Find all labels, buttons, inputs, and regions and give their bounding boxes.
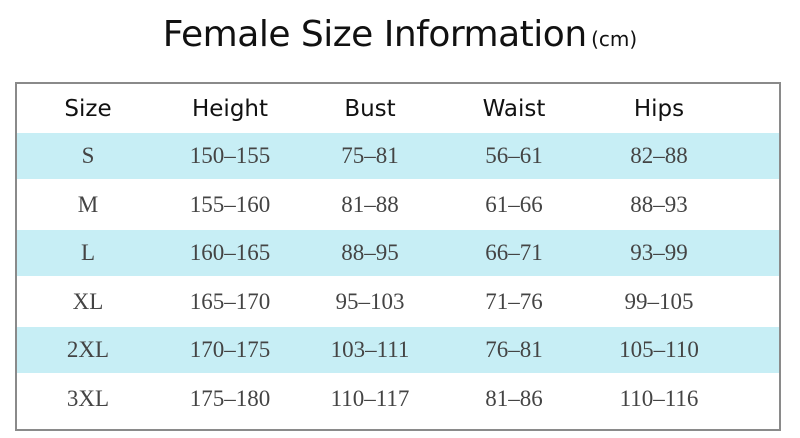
cell: 82–88: [630, 143, 688, 168]
cell: 75–81: [341, 143, 399, 168]
data-row: S 150–155 75–81 56–61 82–88: [17, 133, 779, 179]
cell: 110–117: [330, 385, 410, 411]
cell: 93–99: [630, 240, 688, 265]
cell: Waist: [482, 96, 546, 122]
cell: 88–93: [630, 191, 688, 217]
cell: 88–95: [341, 240, 399, 265]
cell: 155–160: [189, 191, 271, 217]
cell: S: [81, 143, 95, 168]
cell: M: [77, 191, 99, 217]
cell: Bust: [344, 96, 396, 122]
cell: 103–111: [330, 337, 410, 362]
cell: XL: [72, 288, 104, 314]
title-block: Female Size Information (cm): [0, 14, 800, 55]
cell: 95–103: [335, 288, 405, 314]
cell: 2XL: [66, 337, 110, 362]
data-row: 2XL 170–175 103–111 76–81 105–110: [17, 327, 779, 373]
title: Female Size Information: [162, 14, 587, 55]
cell: Size: [64, 96, 112, 122]
cell: Hips: [633, 96, 685, 122]
header-row: Size Height Bust Waist Hips: [17, 86, 779, 132]
cell: 150–155: [189, 143, 271, 168]
cell: 3XL: [66, 385, 110, 411]
cell: 66–71: [485, 240, 543, 265]
cell: L: [80, 240, 96, 265]
data-row: XL 165–170 95–103 71–76 99–105: [17, 279, 779, 325]
cell: 170–175: [189, 337, 271, 362]
cell: 110–116: [619, 385, 699, 411]
cell: 165–170: [189, 288, 271, 314]
cell: 99–105: [624, 288, 694, 314]
cell: 81–88: [341, 191, 399, 217]
size-table: Size Height Bust Waist Hips S 150–155 75–81 56–6…: [15, 82, 781, 431]
data-row: M 155–160 81–88 61–66 88–93: [17, 182, 779, 228]
cell: Height: [191, 96, 269, 122]
cell: 76–81: [485, 337, 543, 362]
cell: 175–180: [189, 385, 271, 411]
data-row: L 160–165 88–95 66–71 93–99: [17, 230, 779, 276]
cell: 160–165: [189, 240, 271, 265]
cell: 56–61: [485, 143, 543, 168]
data-row: 3XL 175–180 110–117 81–86 110–116: [17, 376, 779, 422]
cell: 61–66: [485, 191, 543, 217]
cell: 71–76: [485, 288, 543, 314]
cell: 81–86: [485, 385, 543, 411]
unit: (cm): [591, 27, 638, 51]
cell: 105–110: [619, 337, 699, 362]
